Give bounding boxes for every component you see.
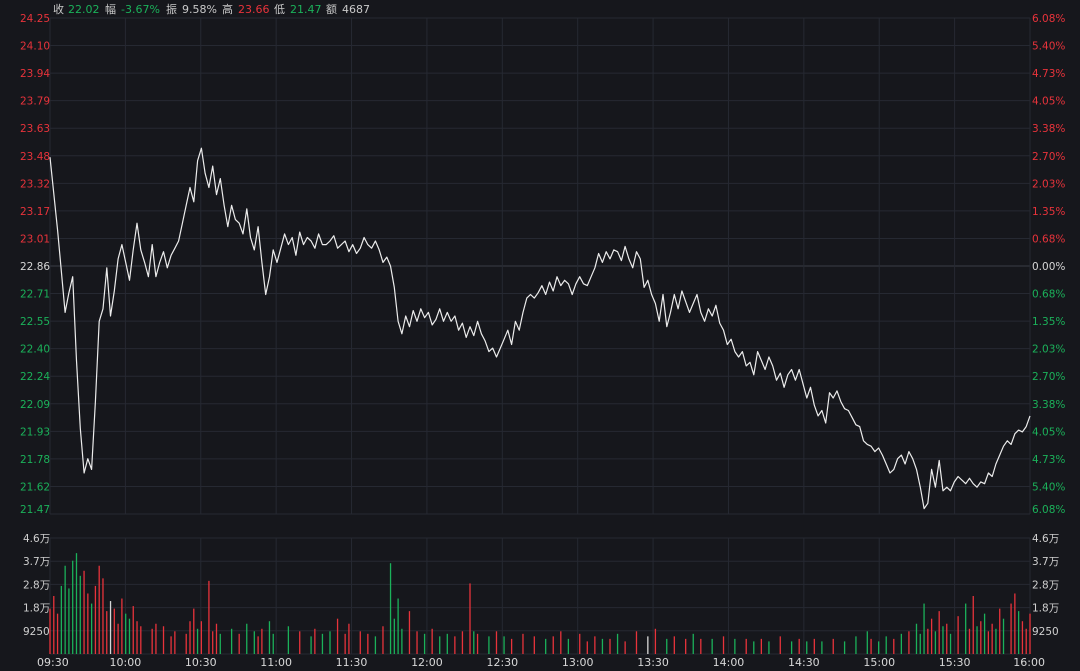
percent-tick-label: 4.05% xyxy=(1032,426,1065,438)
low-value: 21.47 xyxy=(290,3,322,16)
percent-tick-label: 5.40% xyxy=(1032,481,1065,493)
price-tick-label: 23.17 xyxy=(20,206,50,218)
price-tick-label: 22.09 xyxy=(20,399,50,411)
amount-value: 4687 xyxy=(342,3,370,16)
price-tick-label: 22.40 xyxy=(20,344,50,356)
low-label: 低 xyxy=(274,3,285,16)
price-line xyxy=(49,147,1031,510)
time-tick-label: 12:00 xyxy=(411,656,443,669)
time-tick-label: 12:30 xyxy=(486,656,518,669)
volume-tick-label: 9250 xyxy=(23,626,50,638)
volume-tick-label: 4.6万 xyxy=(23,533,50,545)
price-tick-label: 22.71 xyxy=(20,289,50,301)
time-tick-label: 11:00 xyxy=(260,656,292,669)
percent-tick-label: 0.00% xyxy=(1032,261,1065,273)
close-label: 收 xyxy=(53,2,64,16)
percent-tick-label: 6.08% xyxy=(1032,504,1065,516)
time-tick-label: 13:30 xyxy=(637,656,669,669)
change-label: 幅 xyxy=(105,3,116,16)
price-tick-label: 21.62 xyxy=(20,481,50,493)
price-tick-label: 23.32 xyxy=(20,178,50,190)
time-tick-label: 16:00 xyxy=(1013,656,1045,669)
time-tick-label: 09:30 xyxy=(37,656,69,669)
amount-label: 额 xyxy=(326,3,337,16)
percent-tick-label: 5.40% xyxy=(1032,41,1065,53)
volume-tick-label: 1.8万 xyxy=(23,603,50,615)
time-tick-label: 14:00 xyxy=(713,656,745,669)
quote-header: 收 22.02 幅 -3.67% 振 9.58% 高 23.66 低 21.47… xyxy=(53,2,370,16)
time-tick-label: 10:30 xyxy=(185,656,217,669)
percent-tick-label: 2.70% xyxy=(1032,151,1065,163)
price-tick-label: 22.86 xyxy=(20,261,50,273)
percent-tick-label: 4.73% xyxy=(1032,68,1065,80)
price-tick-label: 21.93 xyxy=(20,426,50,438)
time-tick-label: 13:00 xyxy=(562,656,594,669)
price-tick-label: 24.10 xyxy=(20,41,50,53)
amplitude-value: 9.58% xyxy=(182,3,217,16)
price-tick-label: 21.47 xyxy=(20,504,50,516)
time-tick-label: 15:00 xyxy=(863,656,895,669)
time-tick-label: 14:30 xyxy=(788,656,820,669)
percent-tick-label: 2.03% xyxy=(1032,178,1065,190)
volume-tick-label: 3.7万 xyxy=(23,556,50,568)
time-tick-label: 10:00 xyxy=(110,656,142,669)
percent-tick-label: 3.38% xyxy=(1032,399,1065,411)
change-value: -3.67% xyxy=(121,3,160,16)
percent-tick-label: 0.68% xyxy=(1032,289,1065,301)
amplitude-label: 振 xyxy=(166,2,177,16)
volume-tick-label-right: 1.8万 xyxy=(1032,603,1059,615)
percent-tick-label: 1.35% xyxy=(1032,316,1065,328)
percent-tick-label: 1.35% xyxy=(1032,206,1065,218)
percent-tick-label: 6.08% xyxy=(1032,13,1065,25)
volume-tick-label-right: 3.7万 xyxy=(1032,556,1059,568)
price-tick-label: 21.78 xyxy=(20,454,50,466)
price-tick-label: 23.48 xyxy=(20,151,50,163)
price-tick-label: 22.55 xyxy=(20,316,50,328)
volume-tick-label: 2.8万 xyxy=(23,579,50,591)
price-tick-label: 23.01 xyxy=(20,233,50,245)
price-tick-label: 23.94 xyxy=(20,68,50,80)
price-tick-label: 23.63 xyxy=(20,123,50,135)
percent-tick-label: 2.70% xyxy=(1032,371,1065,383)
time-tick-label: 11:30 xyxy=(336,656,368,669)
time-tick-label: 15:30 xyxy=(939,656,971,669)
high-label: 高 xyxy=(222,2,233,16)
percent-tick-label: 3.38% xyxy=(1032,123,1065,135)
price-tick-label: 22.24 xyxy=(20,371,50,383)
price-line-group xyxy=(49,147,1031,510)
price-tick-label: 23.79 xyxy=(20,96,50,108)
high-value: 23.66 xyxy=(238,3,270,16)
volume-tick-label-right: 2.8万 xyxy=(1032,579,1059,591)
percent-tick-label: 4.73% xyxy=(1032,454,1065,466)
axis-labels: 24.25 6.08% 24.10 5.40% 23.94 4.73% 23.79 4.05%… xyxy=(20,13,1065,669)
percent-tick-label: 4.05% xyxy=(1032,96,1065,108)
close-value: 22.02 xyxy=(68,3,100,16)
grid-lines xyxy=(49,17,1031,655)
percent-tick-label: 2.03% xyxy=(1032,344,1065,356)
price-tick-label: 24.25 xyxy=(20,13,50,25)
percent-tick-label: 0.68% xyxy=(1032,233,1065,245)
volume-tick-label-right: 4.6万 xyxy=(1032,533,1059,545)
volume-tick-label-right: 9250 xyxy=(1032,626,1059,638)
volume-bars xyxy=(49,553,1031,654)
